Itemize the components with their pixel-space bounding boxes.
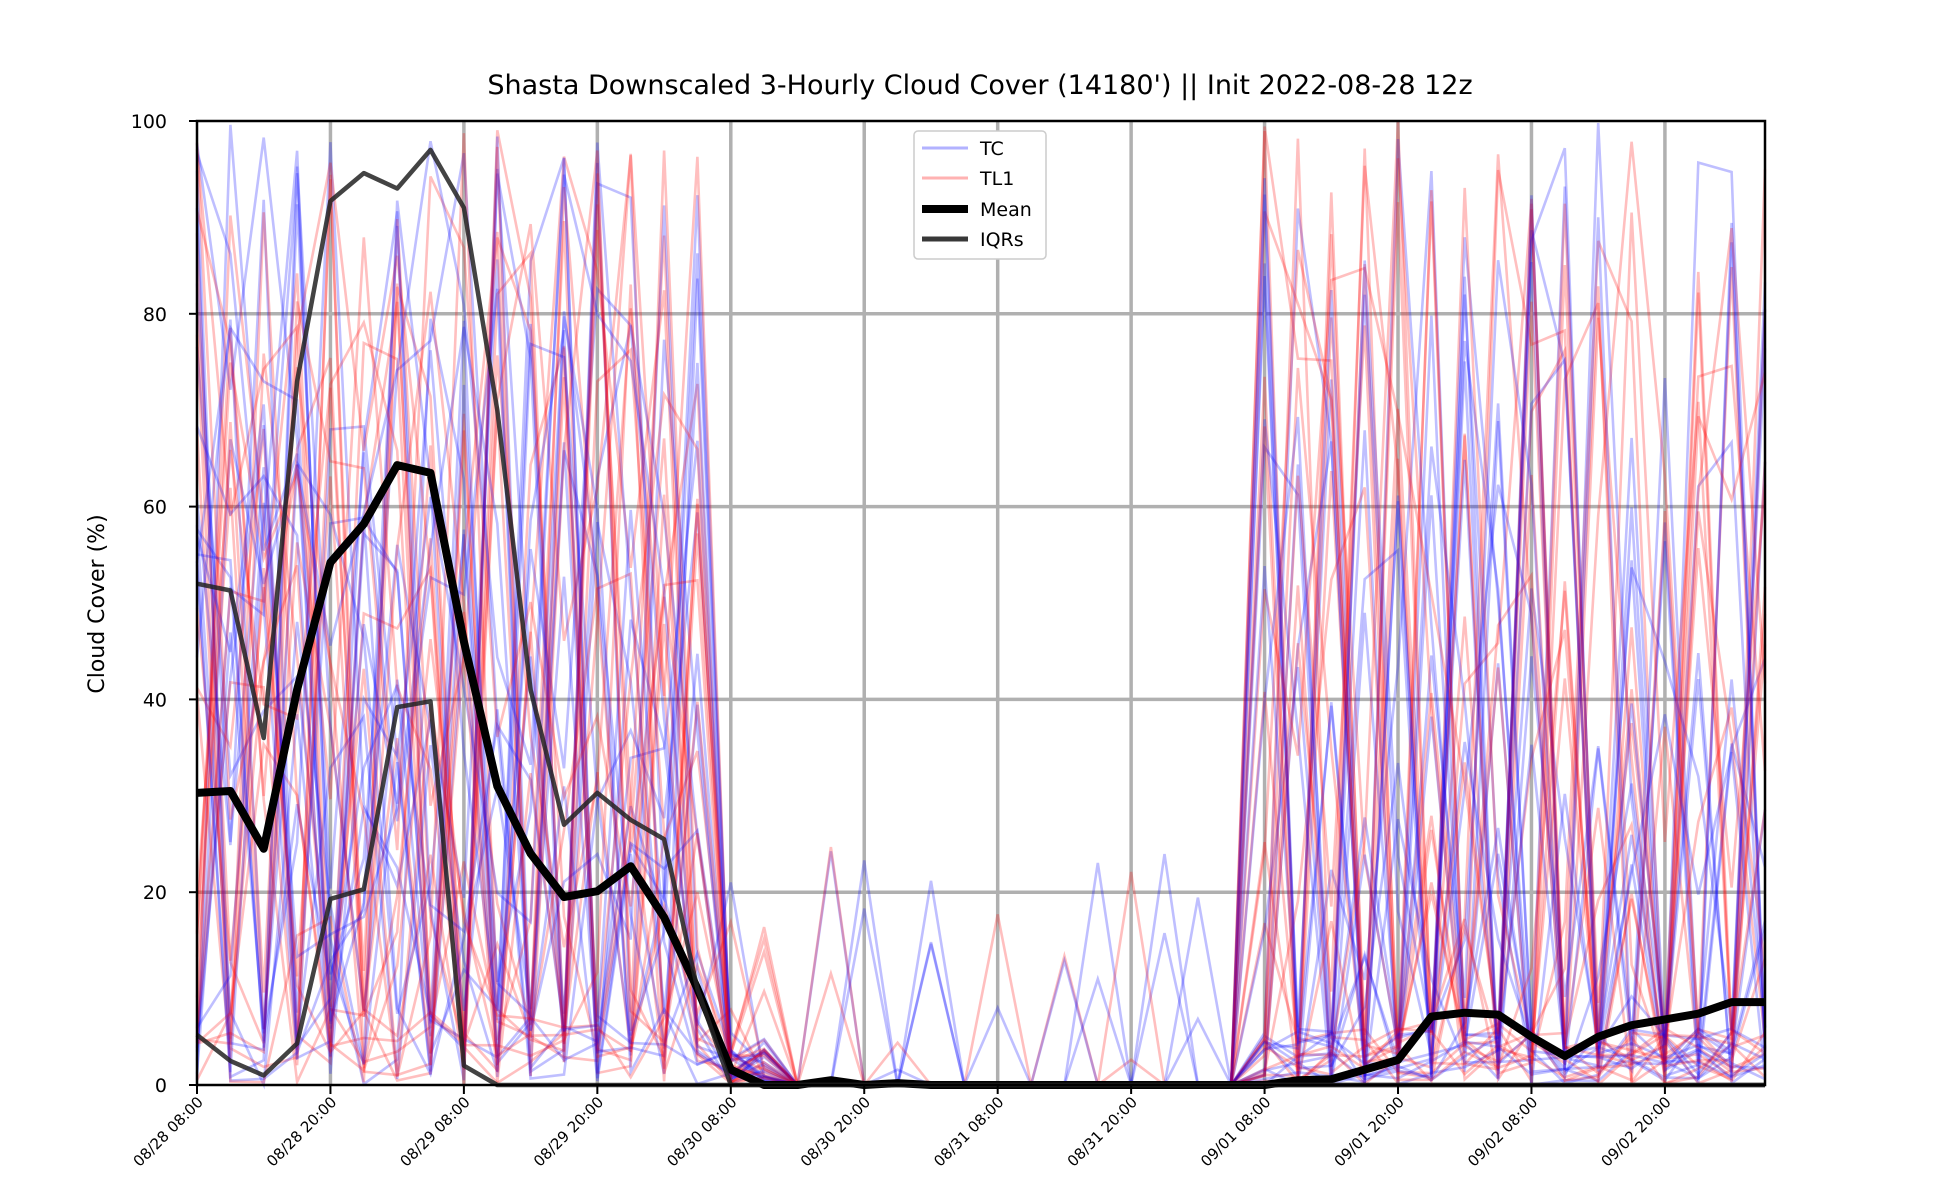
x-tick-label: 09/01 20:00 — [1331, 1093, 1408, 1170]
y-axis-ticks: 0 20 40 60 80 100 — [131, 111, 197, 1097]
x-tick-label: 09/01 08:00 — [1197, 1093, 1274, 1170]
legend-label-tl1: TL1 — [979, 168, 1014, 190]
chart-title: Shasta Downscaled 3-Hourly Cloud Cover (… — [487, 70, 1472, 101]
y-tick-label: 80 — [143, 304, 167, 326]
y-tick-label: 20 — [143, 882, 167, 904]
y-tick-label: 0 — [155, 1075, 167, 1097]
x-tick-label: 08/28 20:00 — [263, 1093, 340, 1170]
legend-box — [913, 130, 1047, 260]
tc-member-line — [195, 122, 1767, 1090]
x-tick-label: 09/02 20:00 — [1598, 1093, 1675, 1170]
y-tick-label: 100 — [131, 111, 167, 133]
legend-label-tc: TC — [979, 138, 1004, 160]
x-tick-label: 08/28 08:00 — [130, 1093, 207, 1170]
x-tick-label: 08/30 20:00 — [797, 1093, 874, 1170]
x-tick-label: 08/30 08:00 — [663, 1093, 740, 1170]
x-axis-ticks: 08/28 08:00 08/28 20:00 08/29 08:00 08/29 2… — [130, 1085, 1675, 1170]
x-tick-label: 08/29 08:00 — [396, 1093, 473, 1170]
y-axis-label: Cloud Cover (%) — [85, 514, 110, 693]
grid-lines — [197, 121, 1765, 1085]
x-tick-label: 09/02 08:00 — [1464, 1093, 1541, 1170]
y-tick-label: 60 — [143, 497, 167, 519]
x-tick-label: 08/29 20:00 — [530, 1093, 607, 1170]
legend-label-iqrs: IQRs — [980, 229, 1024, 251]
x-tick-label: 08/31 20:00 — [1064, 1093, 1141, 1170]
legend-label-mean: Mean — [980, 199, 1032, 221]
legend: TC TL1 Mean IQRs — [913, 130, 1047, 260]
x-tick-label: 08/31 08:00 — [930, 1093, 1007, 1170]
y-tick-label: 40 — [143, 689, 167, 711]
plot-frame — [195, 119, 1767, 1087]
